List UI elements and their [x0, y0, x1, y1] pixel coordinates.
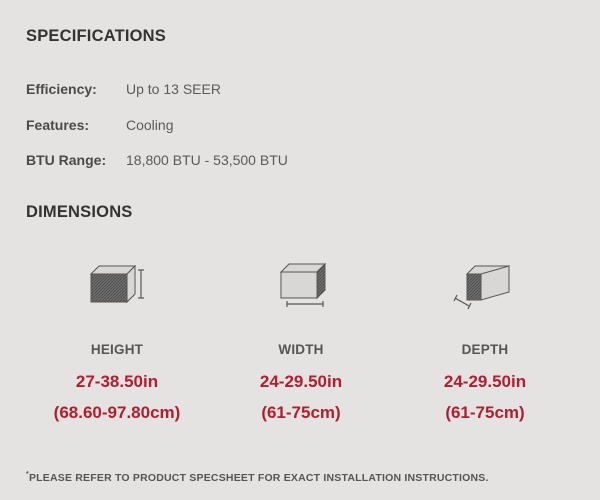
footnote-text: PLEASE REFER TO PRODUCT SPECSHEET FOR EX…	[28, 472, 489, 484]
dimension-label: DEPTH	[461, 342, 509, 357]
box-depth-icon	[453, 265, 511, 310]
dimension-cm: (68.60-97.80cm)	[53, 403, 181, 422]
dimension-inches: 24-29.50in	[259, 372, 343, 391]
dimension-inches: 24-29.50in	[443, 372, 527, 391]
spec-row-btu-range: BTU Range: 18,800 BTU - 53,500 BTU	[26, 152, 566, 174]
dimension-depth: DEPTH 24-29.50in (61-75cm)	[400, 260, 570, 435]
dimension-width: WIDTH 24-29.50in (61-75cm)	[216, 260, 386, 435]
spec-label: Efficiency:	[26, 81, 97, 97]
dimension-label: HEIGHT	[90, 342, 144, 357]
dimension-inches: 27-38.50in	[75, 372, 159, 391]
footnote-marker: *	[26, 471, 29, 478]
installation-footnote: *PLEASE REFER TO PRODUCT SPECSHEET FOR E…	[26, 471, 489, 484]
dimension-cm: (61-75cm)	[445, 403, 525, 422]
box-height-icon	[89, 264, 144, 304]
spec-value: Cooling	[126, 117, 174, 133]
dimension-cm: (61-75cm)	[261, 403, 341, 422]
spec-label: BTU Range:	[26, 152, 107, 168]
spec-row-features: Features: Cooling	[26, 117, 566, 139]
dimension-height: HEIGHT 27-38.50in (68.60-97.80cm)	[32, 260, 202, 435]
spec-value: 18,800 BTU - 53,500 BTU	[126, 152, 288, 168]
spec-row-efficiency: Efficiency: Up to 13 SEER	[26, 81, 566, 103]
spec-value: Up to 13 SEER	[126, 81, 221, 97]
dimension-label: WIDTH	[278, 342, 324, 357]
specifications-heading: SPECIFICATIONS	[26, 27, 167, 45]
dimensions-heading: DIMENSIONS	[26, 203, 133, 221]
box-width-icon	[279, 262, 327, 307]
spec-label: Features:	[26, 117, 90, 133]
